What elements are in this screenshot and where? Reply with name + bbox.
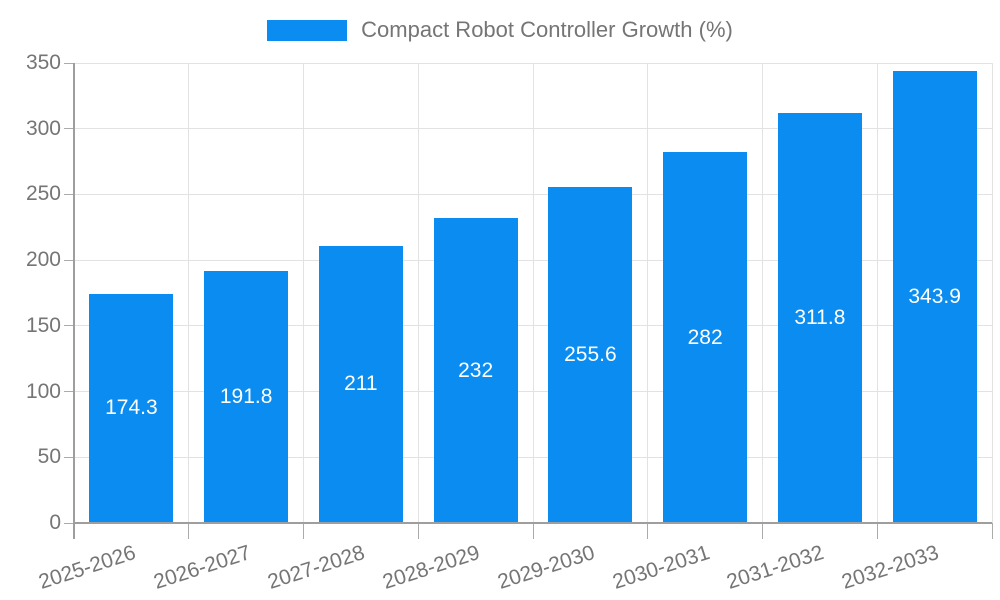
x-axis-category-label: 2027-2028 <box>265 541 368 594</box>
x-axis-tick <box>991 523 993 539</box>
bar-value-label: 211 <box>344 372 378 396</box>
y-axis-tick-label: 150 <box>25 313 61 337</box>
y-axis-tick <box>64 325 74 327</box>
bar-2027-2028[interactable] <box>318 245 403 523</box>
x-axis-category-label: 2028-2029 <box>380 541 483 594</box>
x-axis-category-label: 2025-2026 <box>35 541 139 594</box>
x-axis-line <box>73 522 992 524</box>
y-axis-tick <box>64 62 74 64</box>
bar-value-label: 343.9 <box>908 285 961 308</box>
bar-2031-2032[interactable] <box>777 113 862 523</box>
bar-2026-2027[interactable] <box>204 270 289 523</box>
chart-legend: Compact Robot Controller Growth (%) <box>0 17 1000 43</box>
x-axis-tick <box>532 523 534 539</box>
x-axis-tick <box>876 523 878 539</box>
gridline-vertical <box>647 63 649 523</box>
y-axis-tick <box>64 259 74 261</box>
x-axis-tick <box>762 523 763 539</box>
bar-2032-2033[interactable] <box>892 71 977 523</box>
gridline-vertical <box>303 63 304 523</box>
gridline-vertical <box>762 63 763 523</box>
x-axis-category-label: 2030-2031 <box>609 541 713 594</box>
x-axis-category-label: 2029-2030 <box>494 541 598 594</box>
x-axis-category-label: 2031-2032 <box>724 541 827 594</box>
y-axis-tick-label: 300 <box>25 116 61 140</box>
gridline-vertical <box>417 63 419 523</box>
gridline-vertical <box>188 63 190 523</box>
bar-2029-2030[interactable] <box>548 187 633 523</box>
bar-2025-2026[interactable] <box>89 293 174 523</box>
x-axis-tick <box>647 523 649 539</box>
y-axis-tick <box>64 522 74 524</box>
x-axis-tick <box>417 523 419 539</box>
y-axis-tick-label: 350 <box>25 51 61 74</box>
y-axis-tick-label: 250 <box>25 182 61 206</box>
legend-swatch[interactable] <box>267 19 348 41</box>
gridline-vertical <box>532 63 534 523</box>
bar-2030-2031[interactable] <box>663 152 748 523</box>
bar-value-label: 311.8 <box>794 306 846 330</box>
y-axis-tick-label: 50 <box>37 445 61 469</box>
bar-value-label: 232 <box>458 358 494 382</box>
y-axis-line <box>73 63 75 539</box>
y-axis-tick <box>64 128 74 130</box>
bar-value-label: 174.3 <box>105 396 158 420</box>
gridline-vertical <box>876 63 878 523</box>
bar-value-label: 282 <box>687 325 723 349</box>
y-axis-tick-label: 200 <box>25 248 61 272</box>
y-axis-tick-label: 0 <box>49 511 61 534</box>
x-axis-category-label: 2026-2027 <box>150 541 254 594</box>
x-axis-tick <box>303 523 304 539</box>
gridline-vertical <box>991 63 993 523</box>
y-axis-tick <box>64 391 74 393</box>
bar-2028-2029[interactable] <box>433 218 518 523</box>
y-axis-tick-label: 100 <box>25 379 61 403</box>
legend-label[interactable]: Compact Robot Controller Growth (%) <box>361 17 733 42</box>
bar-value-label: 191.8 <box>219 384 273 408</box>
y-axis-tick <box>64 193 74 195</box>
bar-value-label: 255.6 <box>564 343 617 367</box>
x-axis-category-label: 2032-2033 <box>839 541 942 594</box>
x-axis-tick <box>188 523 190 539</box>
y-axis-tick <box>64 456 74 458</box>
